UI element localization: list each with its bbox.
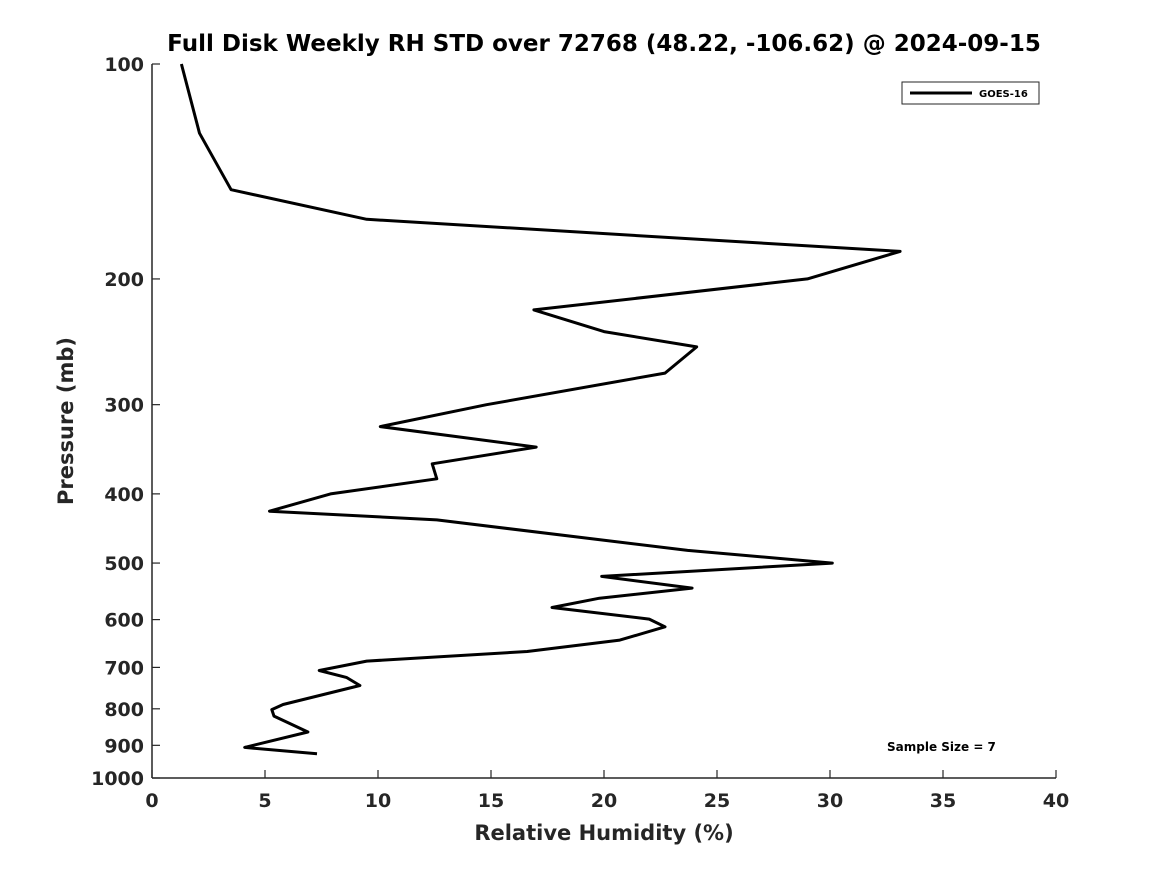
y-axis-label: Pressure (mb) xyxy=(54,337,78,505)
y-tick-label: 1000 xyxy=(91,768,144,790)
y-tick-label: 200 xyxy=(104,269,144,291)
legend: GOES-16 xyxy=(901,81,1040,105)
plot-area: 0 5 10 15 20 25 30 35 40 100 200 300 400 500 600 700 80… xyxy=(91,54,1069,812)
x-tick-label: 30 xyxy=(817,790,843,812)
x-tick-label: 0 xyxy=(145,790,158,812)
y-tick-label: 800 xyxy=(104,699,144,721)
legend-label-goes-16: GOES-16 xyxy=(979,89,1028,100)
y-tick-label: 500 xyxy=(104,553,144,575)
x-tick-label: 25 xyxy=(704,790,730,812)
chart-title: Full Disk Weekly RH STD over 72768 (48.2… xyxy=(167,31,1041,57)
x-tick-label: 20 xyxy=(591,790,617,812)
sample-size-annotation: Sample Size = 7 xyxy=(887,740,996,754)
y-tick-label: 900 xyxy=(104,735,144,757)
y-axis-ticks: 100 200 300 400 500 600 700 800 900 1000 xyxy=(91,54,160,790)
series-line-goes-16 xyxy=(179,63,902,756)
x-tick-label: 15 xyxy=(478,790,504,812)
y-tick-label: 300 xyxy=(104,395,144,417)
x-axis-ticks: 0 5 10 15 20 25 30 35 40 xyxy=(145,770,1069,812)
x-tick-label: 5 xyxy=(258,790,271,812)
x-tick-label: 40 xyxy=(1043,790,1069,812)
y-tick-label: 600 xyxy=(104,610,144,632)
y-tick-label: 100 xyxy=(104,54,144,76)
y-tick-label: 400 xyxy=(104,484,144,506)
x-axis-label: Relative Humidity (%) xyxy=(474,821,733,845)
x-tick-label: 35 xyxy=(930,790,956,812)
y-tick-label: 700 xyxy=(104,657,144,679)
x-tick-label: 10 xyxy=(365,790,391,812)
